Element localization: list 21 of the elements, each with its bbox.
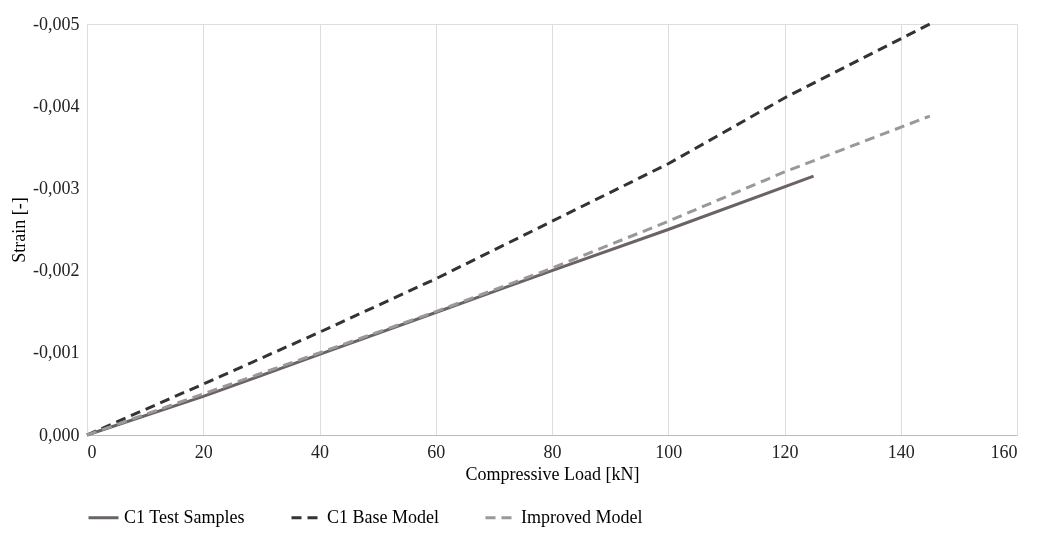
x-tick-label: 140: [887, 441, 915, 462]
x-tick-label: 120: [771, 441, 799, 462]
x-tick-label: 20: [194, 441, 213, 462]
y-tick-label: -0,001: [33, 342, 80, 363]
y-tick-label: -0,002: [33, 260, 80, 281]
y-tick-label: -0,003: [33, 177, 80, 198]
x-tick-label: 80: [543, 441, 562, 462]
y-tick-label: -0,004: [33, 95, 80, 116]
y-axis-title: Strain [-]: [9, 197, 30, 263]
x-axis-title: Compressive Load [kN]: [465, 463, 640, 484]
x-tick-label: 0: [87, 441, 97, 462]
legend-label: C1 Test Samples: [124, 506, 245, 527]
y-tick-label: -0,005: [33, 13, 80, 34]
legend-label: C1 Base Model: [327, 506, 439, 527]
legend-label: Improved Model: [521, 506, 643, 527]
x-tick-label: 100: [655, 441, 683, 462]
x-tick-label: 60: [427, 441, 446, 462]
line-series: [85, 114, 932, 437]
x-tick-label: 160: [990, 441, 1018, 462]
x-tick-label: 40: [311, 441, 329, 462]
y-tick-label: 0,000: [39, 424, 80, 445]
